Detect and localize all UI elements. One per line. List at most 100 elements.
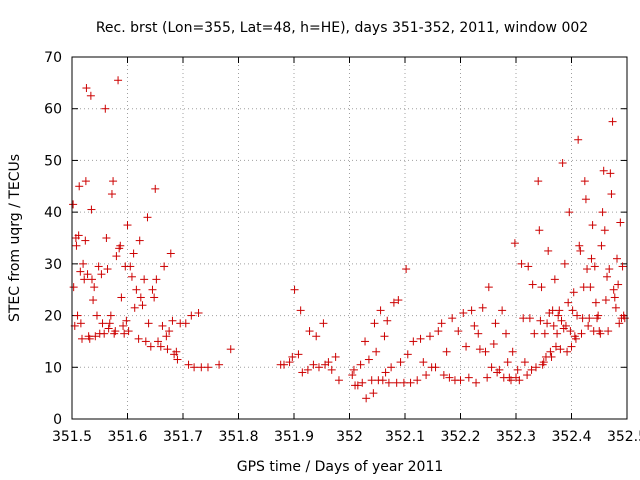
- x-tick-label: 352.3: [496, 429, 536, 445]
- data-point: [319, 319, 328, 328]
- data-point: [181, 319, 190, 328]
- data-point: [100, 329, 109, 338]
- data-point: [89, 296, 98, 305]
- y-tick-label: 20: [44, 309, 62, 325]
- data-point: [160, 262, 169, 271]
- data-point: [81, 236, 90, 245]
- data-point: [604, 327, 613, 336]
- data-point: [151, 184, 160, 193]
- data-point: [103, 265, 112, 274]
- data-point: [69, 200, 78, 209]
- data-point: [356, 360, 365, 369]
- data-point: [348, 371, 357, 380]
- data-point: [156, 342, 165, 351]
- data-point: [158, 321, 167, 330]
- data-point: [569, 288, 578, 297]
- data-point: [454, 327, 463, 336]
- data-point: [515, 376, 524, 385]
- data-point: [599, 166, 608, 175]
- data-point: [543, 319, 552, 328]
- data-point: [215, 360, 224, 369]
- data-point: [439, 371, 448, 380]
- data-point: [203, 363, 212, 372]
- data-point: [577, 329, 586, 338]
- data-point: [437, 319, 446, 328]
- data-point: [119, 321, 128, 330]
- data-point: [144, 319, 153, 328]
- data-point: [567, 342, 576, 351]
- data-point: [77, 334, 86, 343]
- data-point: [556, 345, 565, 354]
- y-tick-label: 10: [44, 360, 62, 376]
- data-point: [513, 365, 522, 374]
- data-point: [138, 301, 147, 310]
- data-point: [523, 371, 532, 380]
- data-point: [154, 337, 163, 346]
- data-point: [503, 358, 512, 367]
- grid-lines: [72, 57, 627, 419]
- data-point: [608, 117, 617, 126]
- data-point: [143, 213, 152, 222]
- data-point: [112, 252, 121, 261]
- data-point: [537, 283, 546, 292]
- data-point: [464, 373, 473, 382]
- data-point: [528, 280, 537, 289]
- data-point: [124, 327, 133, 336]
- data-point: [527, 365, 536, 374]
- chart-title: Rec. brst (Lon=355, Lat=48, h=HE), days …: [96, 20, 588, 36]
- data-point: [394, 296, 403, 305]
- data-point: [130, 303, 139, 312]
- data-point: [573, 311, 582, 320]
- data-point: [560, 259, 569, 268]
- data-point: [402, 265, 411, 274]
- data-point: [376, 306, 385, 315]
- data-point: [83, 270, 92, 279]
- data-point: [111, 327, 120, 336]
- data-point: [109, 177, 118, 186]
- data-point: [98, 319, 107, 328]
- x-tick-label: 351.9: [274, 429, 314, 445]
- data-point: [575, 241, 584, 250]
- data-point: [419, 358, 428, 367]
- data-point: [381, 368, 390, 377]
- y-tick-label: 30: [44, 257, 62, 273]
- data-point: [104, 324, 113, 333]
- data-point: [517, 259, 526, 268]
- data-point: [502, 329, 511, 338]
- data-point: [378, 376, 387, 385]
- data-point: [392, 378, 401, 387]
- data-point: [114, 76, 123, 85]
- data-point: [285, 358, 294, 367]
- data-point: [588, 221, 597, 230]
- data-point: [549, 321, 558, 330]
- data-point: [353, 381, 362, 390]
- data-point: [422, 371, 431, 380]
- data-point: [598, 208, 607, 217]
- data-point: [525, 314, 534, 323]
- data-point: [334, 376, 343, 385]
- data-point: [74, 231, 83, 240]
- data-point: [508, 347, 517, 356]
- data-point: [565, 208, 574, 217]
- data-point: [69, 283, 78, 292]
- data-point: [105, 319, 114, 328]
- data-point: [416, 334, 425, 343]
- x-tick-label: 352.2: [440, 429, 480, 445]
- data-point: [76, 319, 85, 328]
- data-point: [581, 195, 590, 204]
- data-point: [127, 272, 136, 281]
- data-point: [73, 311, 82, 320]
- data-point: [150, 293, 159, 302]
- data-point: [165, 327, 174, 336]
- data-point: [472, 378, 481, 387]
- data-point: [475, 345, 484, 354]
- data-point: [530, 329, 539, 338]
- data-point: [459, 308, 468, 317]
- data-point: [618, 262, 627, 271]
- data-point: [72, 241, 81, 250]
- data-point: [561, 321, 570, 330]
- data-point: [491, 319, 500, 328]
- data-point: [431, 363, 440, 372]
